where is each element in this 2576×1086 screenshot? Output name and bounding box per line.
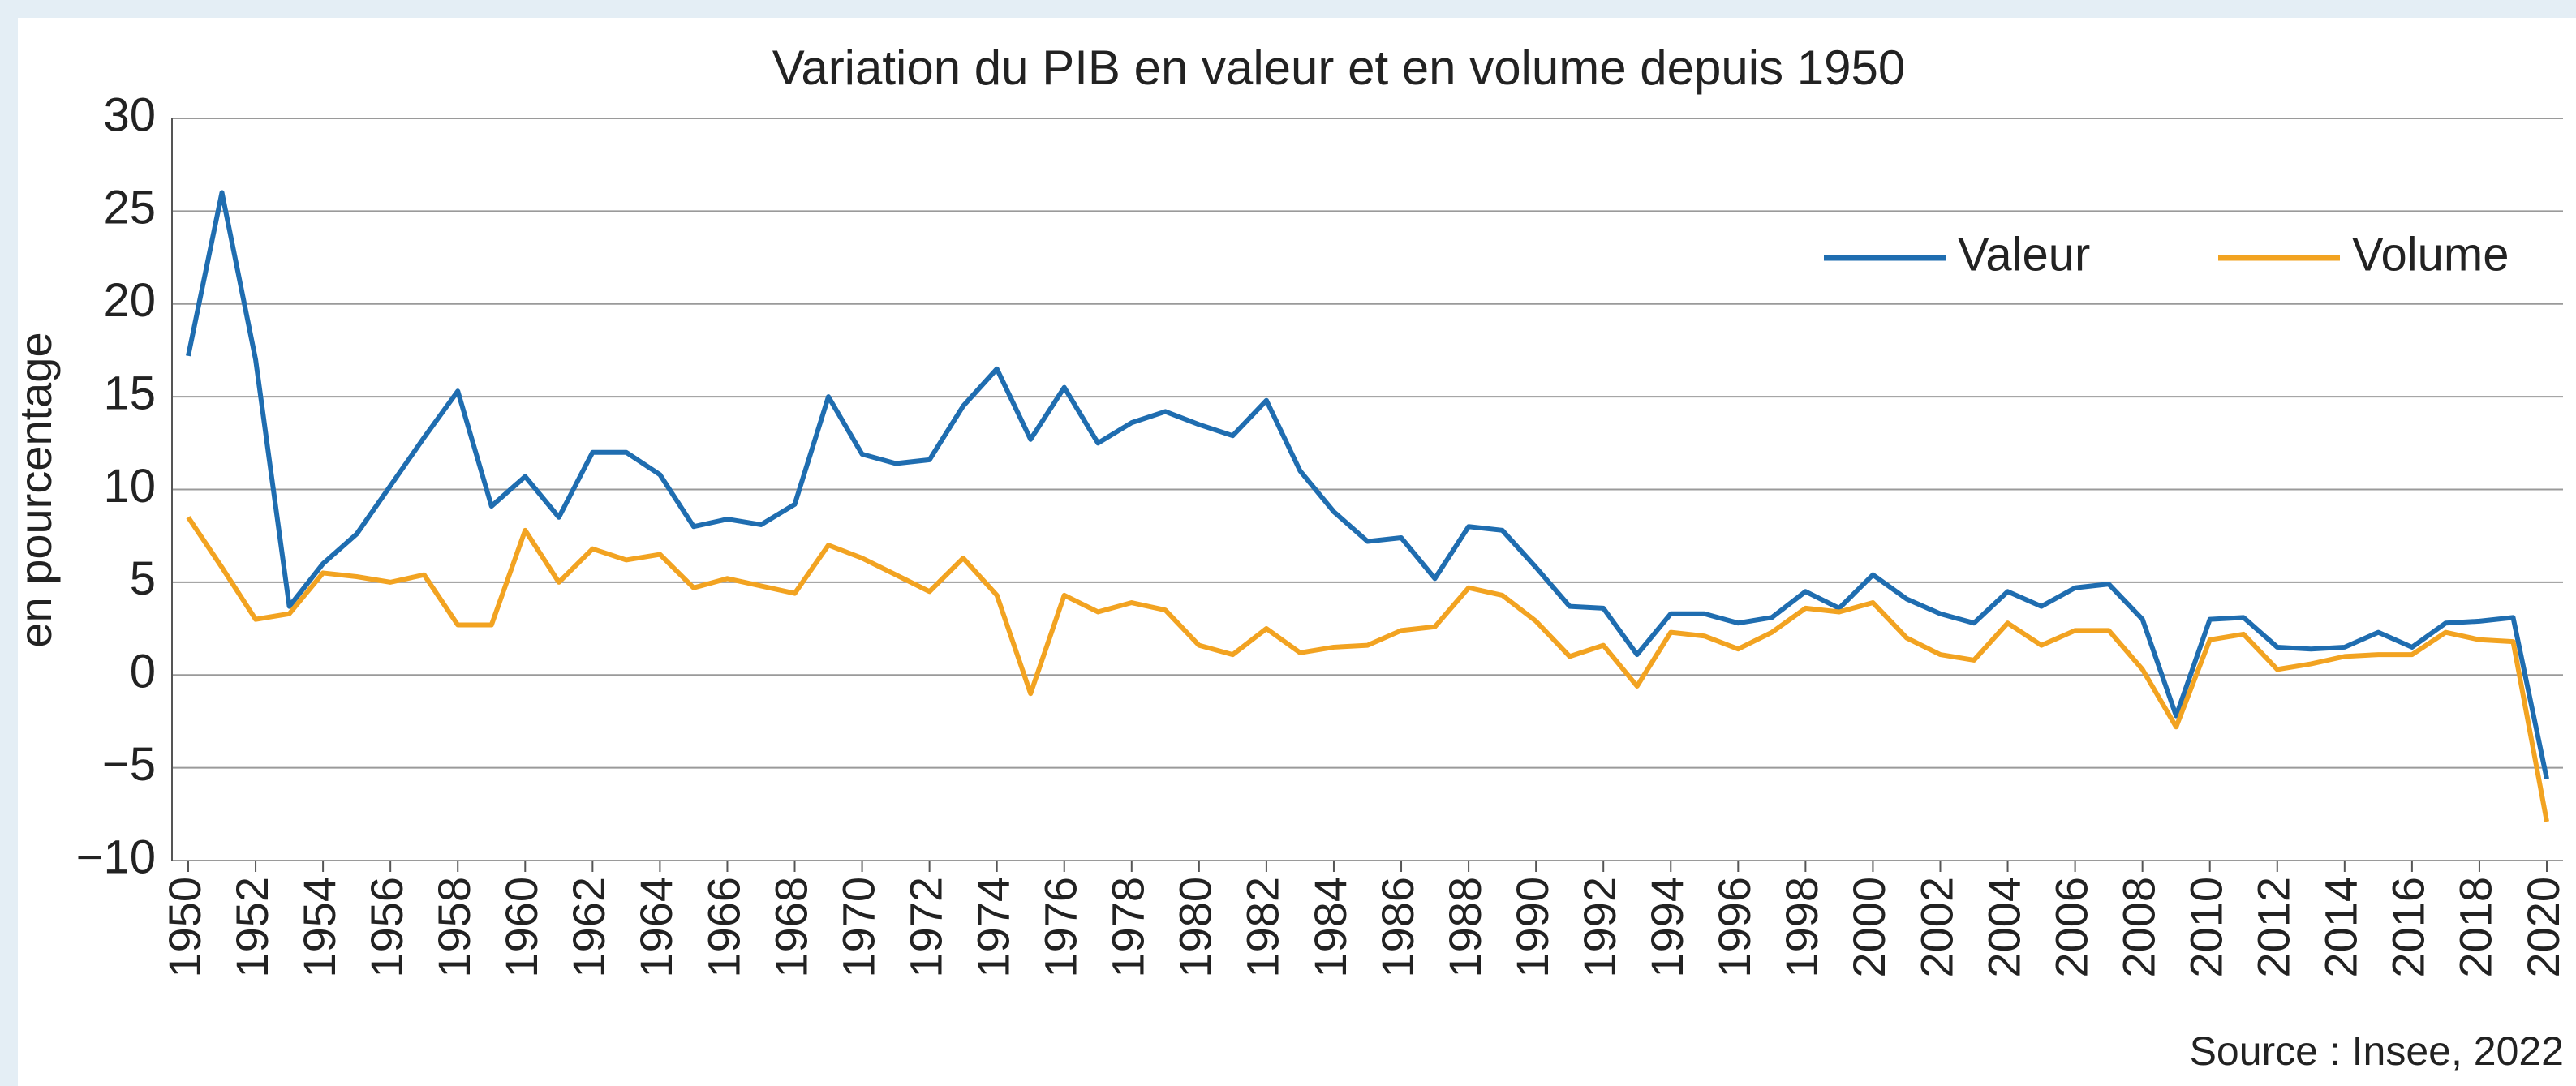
x-tick-label: 1996 bbox=[1709, 877, 1760, 978]
legend-label: Volume bbox=[2352, 228, 2509, 281]
x-tick-label: 2014 bbox=[2316, 877, 2367, 978]
x-tick-label: 1972 bbox=[900, 877, 951, 978]
x-tick-label: 1980 bbox=[1170, 877, 1221, 978]
x-tick-label: 2018 bbox=[2450, 877, 2501, 978]
x-tick-label: 2000 bbox=[1843, 877, 1894, 978]
x-tick-label: 2004 bbox=[1978, 877, 2029, 978]
x-tick-label: 1984 bbox=[1305, 877, 1356, 978]
x-tick-label: 1976 bbox=[1035, 877, 1086, 978]
x-tick-label: 1994 bbox=[1641, 877, 1692, 978]
x-tick-label: 2006 bbox=[2045, 877, 2096, 978]
x-tick-label: 1988 bbox=[1439, 877, 1490, 978]
x-tick-label: 1974 bbox=[967, 877, 1018, 978]
x-tick-label: 1998 bbox=[1776, 877, 1827, 978]
y-tick-label: 0 bbox=[130, 646, 156, 698]
y-tick-label: −10 bbox=[76, 831, 156, 883]
x-tick-label: 1986 bbox=[1372, 877, 1423, 978]
x-tick-label: 1968 bbox=[765, 877, 816, 978]
x-tick-label: 2008 bbox=[2113, 877, 2164, 978]
x-tick-label: 2002 bbox=[1911, 877, 1962, 978]
y-tick-label: 30 bbox=[103, 88, 156, 141]
y-tick-label: 20 bbox=[103, 274, 156, 327]
x-tick-label: 1950 bbox=[159, 877, 210, 978]
series-line bbox=[186, 190, 2549, 779]
panel bbox=[18, 18, 2576, 1086]
x-tick-label: 2012 bbox=[2248, 877, 2299, 978]
x-tick-label: 2016 bbox=[2383, 877, 2434, 978]
y-tick-label: 15 bbox=[103, 367, 156, 419]
x-tick-label: 1990 bbox=[1507, 877, 1558, 978]
legend-label: Valeur bbox=[1958, 228, 2090, 281]
x-tick-label: 1982 bbox=[1237, 877, 1288, 978]
x-tick-label: 1966 bbox=[698, 877, 749, 978]
x-tick-label: 1970 bbox=[832, 877, 884, 978]
y-tick-label: −5 bbox=[102, 738, 156, 791]
y-axis-label: en pourcentage bbox=[10, 332, 61, 647]
x-tick-label: 1964 bbox=[630, 877, 682, 978]
x-tick-label: 2010 bbox=[2181, 877, 2232, 978]
x-tick-label: 1978 bbox=[1103, 877, 1154, 978]
series-line bbox=[186, 516, 2549, 822]
chart-title: Variation du PIB en valeur et en volume … bbox=[772, 41, 1905, 95]
x-tick-label: 1954 bbox=[294, 877, 345, 978]
x-tick-label: 1956 bbox=[361, 877, 412, 978]
x-tick-label: 1952 bbox=[226, 877, 277, 978]
y-tick-label: 10 bbox=[103, 460, 156, 513]
x-tick-label: 1960 bbox=[496, 877, 547, 978]
x-tick-label: 1958 bbox=[428, 877, 480, 978]
x-tick-label: 1962 bbox=[563, 877, 614, 978]
source: Source : Insee, 2022 bbox=[2190, 1028, 2564, 1074]
y-tick-label: 25 bbox=[103, 182, 156, 234]
x-tick-label: 1992 bbox=[1574, 877, 1625, 978]
x-tick-label: 2020 bbox=[2518, 877, 2569, 978]
y-tick-label: 5 bbox=[130, 552, 156, 605]
